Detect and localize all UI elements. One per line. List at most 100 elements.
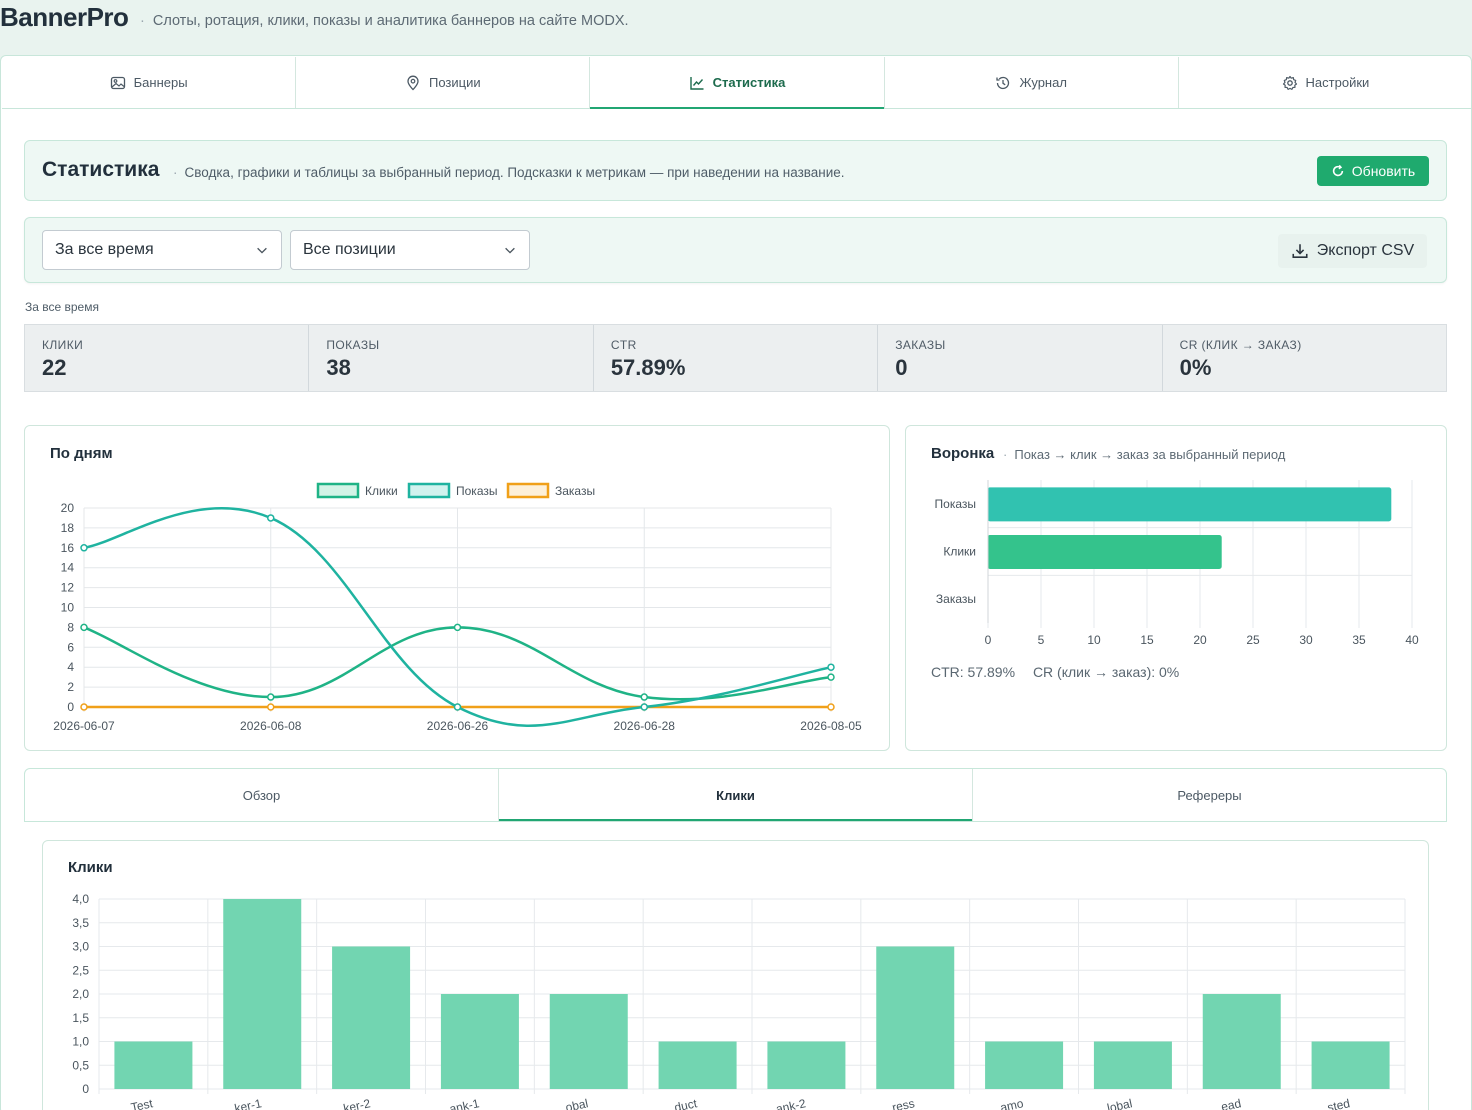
- refresh-button-label: Обновить: [1351, 163, 1416, 179]
- chart-line-icon: [689, 76, 704, 90]
- data-point: [453, 623, 462, 632]
- x-tick-label: ...ank-1: [438, 1096, 480, 1110]
- x-tick-label: ...ker-2: [332, 1096, 372, 1110]
- funnel-bar: [987, 535, 1222, 569]
- daily-line-chart: 0 2 4 6 8 10 12 14 16 18 20 2026-06-07 2026-06-08 202…: [53, 482, 862, 733]
- clicks-chart-card: Клики 0 0,5 1,0 1,5 2,0 2,5 3,0 3,5 4,0 Test ...ke…: [42, 840, 1429, 1110]
- app-subtitle-text: Слоты, ротация, клики, показы и аналитик…: [152, 13, 629, 29]
- y-tick-label: 0,5: [72, 1058, 89, 1072]
- tab-positions[interactable]: Позиции: [296, 57, 591, 108]
- click-bar: [985, 1041, 1064, 1089]
- x-tick-label: 10: [1087, 633, 1101, 647]
- kpi-cr-label[interactable]: CR (КЛИК → ЗАКАЗ): [1179, 338, 1302, 352]
- y-tick-label: Показы: [935, 497, 976, 511]
- tab-settings-label: Настройки: [1305, 75, 1370, 90]
- kpi-cr-value: 0%: [1179, 355, 1212, 380]
- tab-journal[interactable]: Журнал: [885, 57, 1179, 108]
- series-line: [83, 507, 832, 727]
- data-point: [267, 693, 275, 701]
- funnel-bar: [987, 487, 1392, 522]
- x-tick-label: 0: [985, 633, 992, 647]
- position-select[interactable]: Все позиции: [290, 230, 530, 270]
- map-pin-icon: [407, 75, 419, 90]
- x-tick-label: 2026-08-05: [800, 719, 862, 733]
- funnel-stats: CTR: 57.89% CR (клик → заказ): 0%: [931, 664, 1193, 680]
- x-tick-label: 20: [1193, 633, 1207, 647]
- y-tick-label: 2: [67, 680, 74, 694]
- sub-tab-clicks[interactable]: Клики: [499, 769, 973, 821]
- data-point: [80, 623, 88, 632]
- data-point: [267, 703, 275, 711]
- tab-settings[interactable]: Настройки: [1179, 57, 1472, 108]
- clicks-bar-chart: 0 0,5 1,0 1,5 2,0 2,5 3,0 3,5 4,0 Test ...ker-1...…: [72, 892, 1406, 1110]
- data-point: [267, 514, 275, 522]
- data-point: [827, 663, 835, 671]
- daily-chart-title: По дням: [50, 445, 113, 462]
- kpi-ctr-label[interactable]: CTR: [610, 338, 637, 352]
- legend-swatch: [506, 482, 550, 499]
- x-tick-label: ...lobal: [1096, 1096, 1133, 1110]
- y-tick-label: Заказы: [936, 592, 976, 606]
- image-icon: [110, 76, 125, 89]
- x-tick-label: 2026-06-26: [427, 719, 489, 733]
- y-tick-label: 1,5: [72, 1011, 89, 1025]
- click-bar: [767, 1041, 846, 1089]
- tab-banners[interactable]: Баннеры: [2, 57, 297, 108]
- sub-tab-referrers[interactable]: Рефереры: [1177, 787, 1242, 803]
- x-tick-label: ...sted: [1316, 1096, 1351, 1110]
- y-tick-label: Клики: [943, 545, 976, 559]
- data-point: [80, 544, 88, 552]
- y-tick-label: 18: [61, 521, 75, 535]
- kpi-impressions-label[interactable]: ПОКАЗЫ: [326, 338, 380, 352]
- kpi-orders: ЗАКАЗЫ 0: [878, 325, 1163, 391]
- chevron-down-icon: [257, 247, 267, 254]
- x-tick-label: ...ress: [881, 1096, 916, 1110]
- tab-journal-label: Журнал: [1019, 75, 1067, 90]
- y-tick-label: 3,0: [72, 940, 89, 954]
- x-tick-label: Test: [130, 1096, 155, 1110]
- x-tick-label: 40: [1405, 633, 1419, 647]
- y-tick-label: 3,5: [72, 916, 89, 930]
- x-tick-label: 2026-06-28: [614, 719, 676, 733]
- statistics-header: Статистика · Сводка, графики и таблицы за…: [24, 140, 1447, 201]
- legend-label: Показы: [456, 484, 497, 498]
- tab-positions-label: Позиции: [428, 75, 481, 90]
- y-tick-label: 6: [67, 640, 74, 654]
- legend-label: Заказы: [555, 484, 595, 498]
- tab-banners-label: Баннеры: [133, 75, 188, 90]
- click-bar: [549, 994, 628, 1089]
- clicks-chart-title: Клики: [68, 859, 113, 876]
- data-point: [453, 703, 462, 711]
- y-tick-label: 20: [61, 501, 75, 515]
- data-point: [640, 703, 648, 711]
- statistics-description: · Сводка, графики и таблицы за выбранный …: [173, 165, 845, 180]
- app-header: BannerPro · Слоты, ротация, клики, показы…: [0, 0, 1472, 56]
- x-tick-label: ...amo: [989, 1096, 1025, 1110]
- y-tick-label: 4: [67, 660, 74, 674]
- position-select-value: Все позиции: [303, 241, 396, 258]
- click-bar: [223, 899, 302, 1089]
- kpi-ctr: CTR 57.89%: [594, 325, 879, 391]
- y-tick-label: 8: [67, 620, 74, 634]
- export-csv-button[interactable]: Экспорт CSV: [1278, 234, 1427, 268]
- daily-chart-card: По дням 0 2 4 6 8 10 12 14 16 18 20 2026-06-07 2026-…: [24, 425, 890, 751]
- kpi-clicks-label[interactable]: КЛИКИ: [42, 338, 84, 352]
- period-select[interactable]: За все время: [42, 230, 282, 270]
- sub-tab-overview[interactable]: Обзор: [25, 769, 499, 821]
- kpi-orders-value: 0: [895, 355, 908, 380]
- main-tabs: Баннеры Позиции Статистика Журнал Настро…: [2, 57, 1472, 109]
- gear-icon: [1282, 75, 1297, 90]
- data-point: [640, 693, 648, 701]
- funnel-bar-chart: 0 5 10 15 20 25 30 35 40 Показы Клики Заказы: [935, 480, 1419, 647]
- tab-statistics[interactable]: Статистика: [590, 57, 885, 109]
- statistics-title: Статистика: [42, 158, 160, 181]
- refresh-button[interactable]: Обновить: [1317, 156, 1429, 186]
- kpi-impressions-value: 38: [326, 355, 351, 380]
- click-bar: [1093, 1041, 1172, 1089]
- kpi-orders-label[interactable]: ЗАКАЗЫ: [895, 338, 946, 352]
- y-tick-label: 10: [61, 601, 75, 615]
- app-title: BannerPro: [0, 2, 129, 32]
- kpi-clicks-value: 22: [42, 355, 67, 380]
- y-tick-label: 12: [61, 581, 75, 595]
- app-subtitle: · Слоты, ротация, клики, показы и аналити…: [140, 13, 629, 29]
